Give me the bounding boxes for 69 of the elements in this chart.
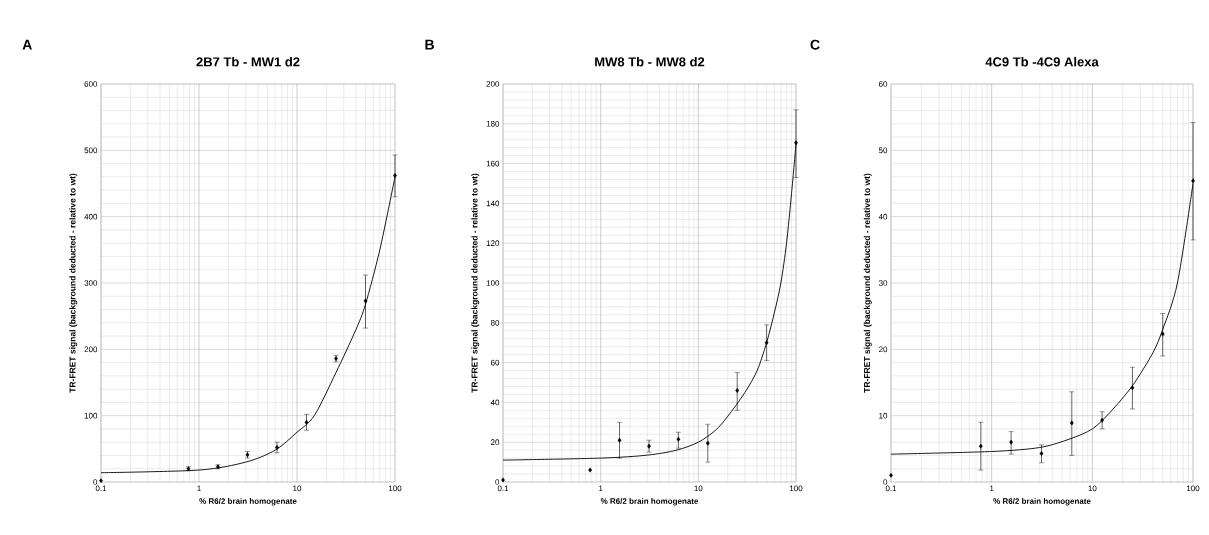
y-tick-label: 50: [878, 147, 888, 154]
y-tick-label: 500: [84, 147, 98, 154]
y-tick-label: 80: [490, 319, 500, 326]
point: [588, 467, 592, 473]
point: [647, 443, 651, 449]
point: [735, 388, 740, 393]
x-tick-label: 100: [388, 485, 402, 492]
y-tick-label: 140: [486, 200, 500, 207]
point: [1009, 439, 1013, 445]
y-tick-label: 200: [486, 81, 500, 87]
y-tick-label: 0: [495, 479, 500, 485]
x-tick-label: 0.1: [885, 485, 897, 492]
x-tick-label: 0.1: [497, 485, 509, 492]
x-axis-title: % R6/2 brain homogenate: [993, 498, 1091, 506]
x-tick-label: 10: [694, 485, 703, 492]
y-tick-label: 600: [84, 81, 98, 87]
y-tick-label: 40: [490, 399, 500, 406]
point: [1130, 385, 1135, 391]
text: C: [810, 39, 820, 50]
text: B: [425, 39, 434, 50]
y-tick-label: 40: [878, 213, 888, 220]
x-axis-title: % R6/2 brain homogenate: [600, 498, 699, 506]
point: [676, 436, 681, 442]
y-tick-label: 0: [883, 479, 888, 485]
y-tick-label: 180: [486, 120, 500, 127]
y-tick-label: 160: [486, 160, 500, 167]
y-tick-label: 60: [878, 81, 888, 87]
point: [978, 443, 983, 449]
point: [617, 437, 622, 443]
x-tick-label: 1: [990, 485, 994, 492]
y-tick-label: 60: [490, 359, 500, 366]
x-tick-label: 1: [197, 485, 201, 492]
point: [275, 445, 279, 450]
x-tick-label: 10: [1088, 485, 1097, 492]
y-axis-title: TR-FRET signal (background deducted - relative to wt): [69, 173, 78, 393]
x-tick-label: 1: [599, 485, 603, 492]
y-tick-label: 20: [490, 439, 500, 446]
text: A: [22, 39, 32, 50]
point: [363, 298, 368, 304]
y-tick-label: 100: [84, 412, 98, 419]
y-tick-label: 0: [93, 479, 98, 485]
y-tick-label: 300: [84, 280, 98, 286]
y-tick-label: 20: [878, 346, 888, 353]
y-tick-label: 100: [486, 280, 500, 286]
point: [794, 140, 798, 146]
x-axis-title: % R6/2 brain homogenate: [199, 498, 297, 506]
y-tick-label: 120: [486, 240, 500, 247]
point: [705, 440, 710, 446]
y-tick-label: 30: [878, 280, 888, 286]
x-tick-label: 10: [293, 485, 302, 492]
y-axis-title: TR-FRET signal (background deducted - relative to wt): [471, 173, 480, 393]
chart-title: 4C9 Tb -4C9 Alexa: [985, 56, 1099, 67]
y-tick-label: 200: [84, 346, 98, 353]
x-tick-label: 0.1: [95, 485, 107, 492]
x-tick-label: 100: [789, 485, 803, 492]
point: [764, 340, 769, 346]
point: [304, 419, 309, 425]
point: [1160, 331, 1165, 337]
y-tick-label: 10: [879, 412, 888, 419]
x-tick-label: 100: [1186, 485, 1200, 492]
chart-title: MW8 Tb - MW8 d2: [595, 56, 705, 67]
point: [1191, 178, 1195, 184]
point: [1069, 420, 1074, 426]
y-tick-label: 400: [84, 213, 98, 220]
point: [1100, 417, 1104, 423]
y-axis-title: TR-FRET signal (background deducted - relative to wt): [863, 173, 872, 393]
chart-title: 2B7 Tb - MW1 d2: [196, 56, 300, 67]
point: [393, 173, 397, 178]
point: [1039, 451, 1044, 456]
